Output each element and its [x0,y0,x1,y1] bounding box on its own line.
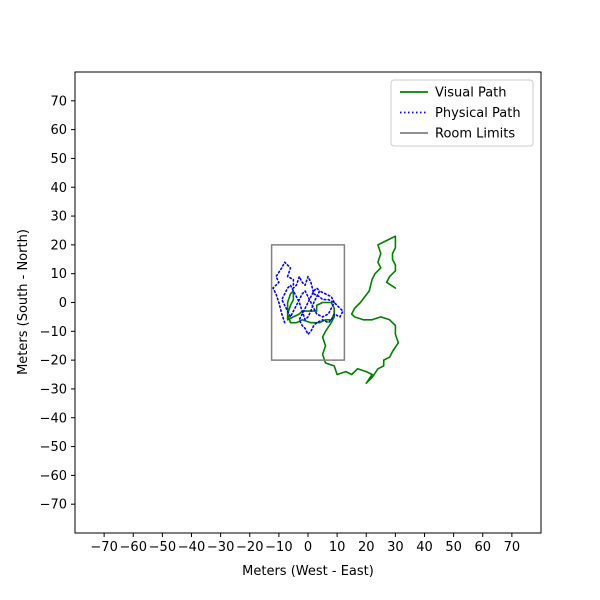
legend-label-physical-path: Physical Path [435,106,521,121]
y-tick-label: −30 [40,382,67,397]
y-tick-label: −40 [40,411,67,426]
x-axis-ticks: −70 −60 −50 −40 −30 −20 −10 0 10 20 30 40 50 60 70 [90,533,520,555]
y-axis-ticks: −70 −60 −50 −40 −30 −20 −10 0 10 20 30 40 50 60 70 [40,94,75,513]
y-tick-label: −50 [40,440,67,455]
x-tick-label: 50 [445,540,462,555]
y-tick-label: 50 [50,152,67,167]
x-tick-label: 60 [474,540,491,555]
x-tick-label: 30 [387,540,404,555]
legend-box [390,79,534,147]
legend: Visual Path Physical Path Room Limits [390,79,534,147]
y-tick-label: 30 [50,210,67,225]
x-tick-label: 40 [416,540,433,555]
y-tick-label: 70 [50,94,67,109]
x-tick-label: 10 [329,540,346,555]
y-tick-label: −20 [40,354,67,369]
y-tick-label: 60 [50,123,67,138]
x-tick-label: −30 [207,540,234,555]
y-tick-label: −10 [40,325,67,340]
x-tick-label: −70 [90,540,117,555]
y-tick-label: −60 [40,469,67,484]
x-tick-label: 70 [504,540,521,555]
series-visual-path-line [286,235,400,384]
y-tick-label: −70 [40,498,67,513]
x-tick-label: −60 [120,540,147,555]
y-tick-label: 40 [50,181,67,196]
plot-area [75,72,541,533]
x-tick-label: −10 [265,540,292,555]
series-room-limits-line [270,244,346,361]
y-tick-label: 10 [50,267,67,282]
y-tick-label: 20 [50,238,67,253]
series-layer [270,235,400,384]
x-tick-label: −40 [178,540,205,555]
x-tick-label: 20 [358,540,375,555]
y-axis-label: Meters (South - North) [16,229,31,375]
series-physical-path-line [272,261,344,335]
x-axis-label: Meters (West - East) [242,564,374,579]
legend-label-visual-path: Visual Path [435,86,507,101]
x-tick-label: 0 [304,540,312,555]
y-tick-label: 0 [59,296,67,311]
x-tick-label: −20 [236,540,263,555]
x-tick-label: −50 [149,540,176,555]
legend-label-room-limits: Room Limits [435,127,515,142]
